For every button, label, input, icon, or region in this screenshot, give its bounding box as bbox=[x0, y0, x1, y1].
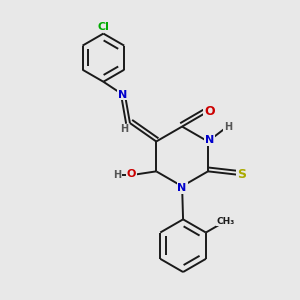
Text: O: O bbox=[127, 169, 136, 178]
Text: H: H bbox=[224, 122, 232, 132]
Text: H: H bbox=[120, 124, 128, 134]
Text: N: N bbox=[205, 135, 214, 145]
Text: N: N bbox=[118, 90, 127, 100]
Text: S: S bbox=[237, 168, 246, 181]
Text: H: H bbox=[113, 169, 122, 180]
Text: CH₃: CH₃ bbox=[216, 217, 235, 226]
Text: Cl: Cl bbox=[98, 22, 109, 32]
Text: N: N bbox=[178, 183, 187, 193]
Text: O: O bbox=[204, 105, 215, 118]
